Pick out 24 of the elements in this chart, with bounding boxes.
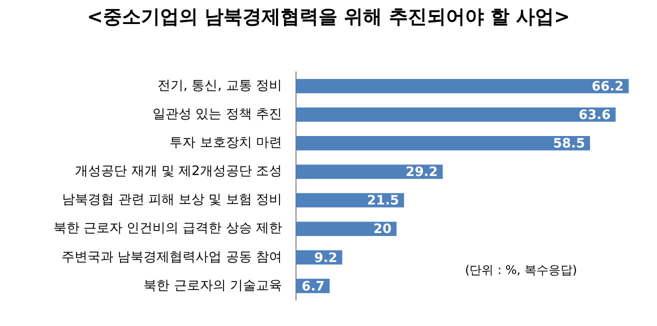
- y-tick-label: 북한 근로자 인건비의 급격한 상승 제한: [53, 221, 282, 236]
- data-label: 63.6: [578, 108, 611, 123]
- data-label: 21.5: [366, 194, 400, 209]
- bar: [296, 136, 590, 150]
- annotation: (단위 : %, 복수응답): [465, 262, 578, 279]
- y-tick-label: 전기, 통신, 교통 정비: [157, 78, 282, 94]
- chart-title: <중소기업의 남북경제협력을 위해 추진되어야 할 사업>: [86, 5, 571, 30]
- bar: [296, 193, 404, 208]
- data-label: 6.7: [302, 279, 325, 294]
- y-tick-label: 개성공단 재개 및 제2개성공단 조성: [75, 164, 282, 180]
- bar: [296, 78, 629, 94]
- y-tick-label: 남북경협 관련 피해 보상 및 보험 정비: [62, 192, 282, 208]
- data-label: 9.2: [314, 250, 338, 266]
- data-label: 20: [373, 222, 392, 238]
- bar: [296, 107, 616, 122]
- data-label: 66.2: [592, 79, 624, 94]
- y-tick-label: 북한 근로자의 기술교육: [144, 278, 282, 294]
- bar: [296, 222, 397, 236]
- data-label: 58.5: [552, 136, 586, 152]
- y-tick-label: 투자 보호장치 마련: [170, 136, 282, 151]
- data-label: 29.2: [406, 165, 438, 180]
- y-tick-label: 일관성 있는 정책 추진: [152, 107, 282, 122]
- y-tick-label: 주변국과 남북경제협력사업 공동 참여: [62, 250, 282, 265]
- bar: [296, 164, 443, 179]
